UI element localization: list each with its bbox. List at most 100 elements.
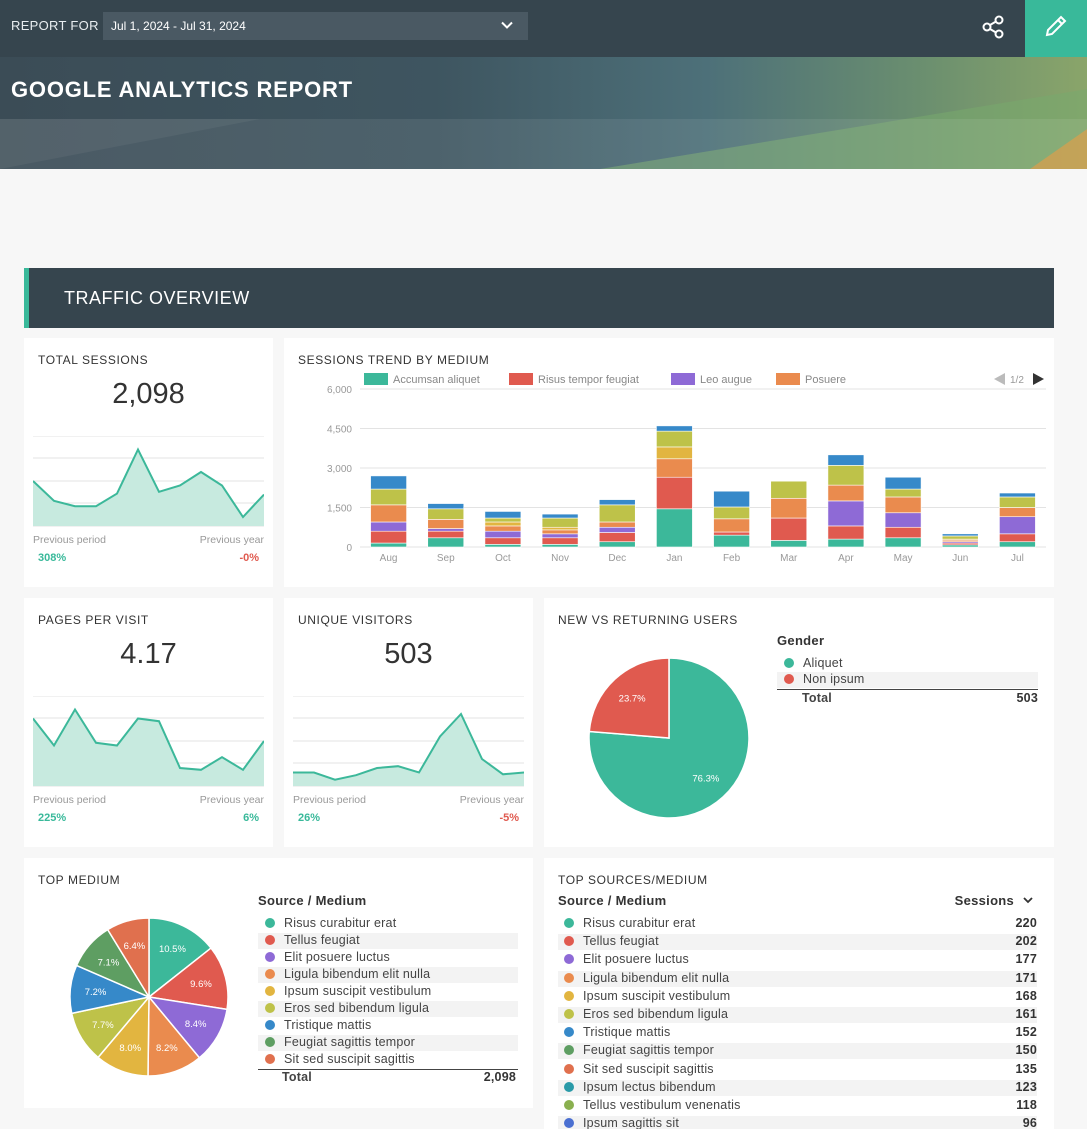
date-range-value: Jul 1, 2024 - Jul 31, 2024: [111, 19, 246, 33]
legend-label: Feugiat sagittis tempor: [284, 1035, 416, 1049]
previous-period-pct: 308%: [38, 552, 67, 564]
card-title: TOP MEDIUM: [38, 873, 121, 887]
sort-chevron-icon: [1023, 897, 1033, 904]
row-dot: [564, 918, 574, 928]
bar-segment: [941, 533, 979, 537]
bar-segment: [941, 535, 979, 540]
bar-segment: [656, 476, 693, 510]
bar-segment: [999, 507, 1036, 518]
total-value: 2,098: [483, 1070, 516, 1084]
bar-segment: [598, 499, 636, 506]
row-dot: [564, 936, 574, 947]
top-bar: REPORT FOR Jul 1, 2024 - Jul 31, 2024: [0, 0, 1087, 57]
legend-dot: [265, 1054, 275, 1064]
row-dot: [564, 990, 574, 1001]
next-page-icon[interactable]: [1033, 373, 1044, 385]
sessions-trend-card: SESSIONS TREND BY MEDIUM Accumsan alique…: [284, 338, 1054, 587]
bar-segment: [427, 508, 465, 520]
card-title: TOP SOURCES/MEDIUM: [558, 873, 708, 887]
bar-segment: [427, 519, 465, 529]
x-tick-label: Oct: [495, 553, 511, 564]
table-row: Ipsum suscipit vestibulum 168: [558, 989, 1037, 1005]
total-divider: [258, 1069, 518, 1070]
legend-label: Aliquet: [803, 656, 843, 670]
legend-item: Elit posuere luctus: [258, 950, 518, 966]
slice-label: 76.3%: [692, 774, 719, 785]
sessions-trend-chart: Accumsan aliquet Risus tempor feugiat Leo …: [327, 373, 1046, 564]
bar-segment: [713, 534, 750, 548]
x-tick-label: Nov: [551, 553, 569, 564]
bar-segment: [999, 541, 1036, 548]
top-sources-card: TOP SOURCES/MEDIUM Source / Medium Sessi…: [544, 858, 1054, 1129]
new-vs-returning-pie-chart: 76.3% 23.7%: [588, 657, 750, 819]
previous-period-label: Previous period: [33, 794, 106, 806]
bar-segment: [770, 540, 808, 548]
legend-dot: [265, 1003, 275, 1013]
bar-segment: [656, 508, 693, 548]
bar-segment: [541, 526, 579, 531]
row-label: Ipsum sagittis sit: [583, 1116, 679, 1129]
x-tick-label: May: [894, 553, 913, 564]
card-title: UNIQUE VISITORS: [298, 613, 413, 627]
legend-dot: [265, 935, 275, 945]
bar-segment: [999, 516, 1036, 535]
slice-label: 7.2%: [85, 987, 107, 998]
row-sessions: 202: [1015, 934, 1037, 949]
legend-item: Sit sed suscipit sagittis: [258, 1052, 518, 1068]
bar-segment: [827, 525, 865, 540]
share-button[interactable]: [975, 10, 1011, 46]
bar-segment: [541, 513, 579, 519]
source-medium-header: Source / Medium: [258, 893, 367, 908]
legend-item: Tristique mattis: [258, 1018, 518, 1034]
prev-page-icon[interactable]: [994, 373, 1005, 385]
bar-segment: [484, 530, 522, 539]
legend-item: Feugiat sagittis tempor: [258, 1035, 518, 1051]
row-sessions: 118: [1016, 1098, 1037, 1112]
row-sessions: 150: [1015, 1043, 1037, 1058]
legend-label: Posuere: [805, 374, 846, 386]
bar-segment: [827, 454, 865, 466]
slice-label: 8.0%: [119, 1043, 141, 1054]
legend-item: Risus tempor feugiat: [509, 373, 639, 386]
row-label: Eros sed bibendum ligula: [583, 1007, 729, 1021]
date-range-select[interactable]: Jul 1, 2024 - Jul 31, 2024: [103, 12, 528, 40]
edit-button[interactable]: [1025, 0, 1087, 57]
row-sessions: 177: [1015, 952, 1037, 967]
legend-label: Elit posuere luctus: [284, 950, 390, 964]
legend-label: Risus curabitur erat: [284, 916, 397, 930]
legend-dot: [265, 1037, 275, 1047]
row-dot: [564, 1027, 574, 1038]
table-row: Tristique mattis 152: [558, 1025, 1037, 1041]
slice-label: 7.1%: [98, 957, 120, 968]
section-title: TRAFFIC OVERVIEW: [64, 288, 250, 308]
sparkline-chart: [33, 436, 264, 527]
legend-label: Risus tempor feugiat: [538, 374, 639, 386]
bar-segment: [713, 490, 750, 508]
bar-segment: [999, 492, 1036, 498]
legend-item: Accumsan aliquet: [364, 373, 480, 386]
report-title: GOOGLE ANALYTICS REPORT: [11, 77, 353, 102]
legend-dot: [265, 952, 275, 962]
y-tick-label: 3,000: [327, 464, 352, 475]
y-tick-label: 1,500: [327, 504, 352, 515]
row-label: Ligula bibendum elit nulla: [583, 970, 730, 985]
previous-period-label: Previous period: [293, 794, 366, 806]
sessions-sort-header[interactable]: Sessions: [955, 893, 1034, 908]
legend-label: Ipsum suscipit vestibulum: [284, 984, 432, 998]
bar-segment: [884, 526, 922, 539]
table-row: Feugiat sagittis tempor 150: [558, 1043, 1037, 1060]
source-medium-header: Source / Medium: [558, 893, 667, 908]
previous-year-pct: -5%: [499, 812, 519, 824]
x-tick-label: Aug: [380, 553, 398, 564]
legend-item: Eros sed bibendum ligula: [258, 1001, 518, 1017]
bar-segment: [370, 488, 407, 506]
row-sessions: 168: [1015, 988, 1037, 1003]
legend-item: Non ipsum: [777, 672, 1038, 688]
report-banner: GOOGLE ANALYTICS REPORT: [0, 57, 1087, 169]
bar-segment: [484, 544, 522, 548]
bar-segment: [598, 541, 636, 548]
row-label: Ipsum suscipit vestibulum: [583, 988, 731, 1003]
row-sessions: 171: [1015, 970, 1037, 985]
x-tick-label: Dec: [608, 553, 626, 564]
table-row: Tellus feugiat 202: [558, 934, 1037, 951]
